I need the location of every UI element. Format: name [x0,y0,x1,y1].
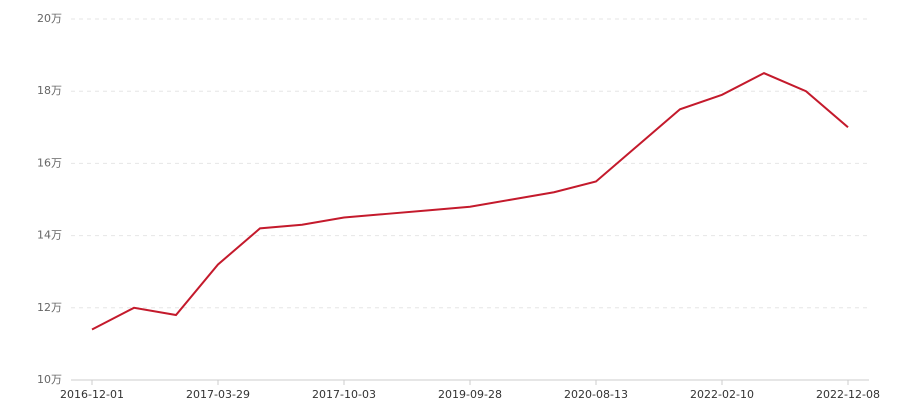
x-tick-label: 2019-09-28 [438,388,502,400]
y-tick-label: 18万 [37,84,62,97]
x-tick-label: 2022-12-08 [816,388,880,400]
data-line [91,72,849,331]
x-tick-label: 2016-12-01 [60,388,124,400]
x-tick-label: 2020-08-13 [564,388,628,400]
y-tick-label: 20万 [37,12,62,25]
y-tick-label: 12万 [37,301,62,314]
x-tick-label: 2017-03-29 [186,388,250,400]
x-tick-label: 2022-02-10 [690,388,754,400]
y-tick-label: 14万 [37,229,62,242]
x-tick-label: 2017-10-03 [312,388,376,400]
y-tick-label: 10万 [37,373,62,386]
y-tick-label: 16万 [37,156,62,169]
